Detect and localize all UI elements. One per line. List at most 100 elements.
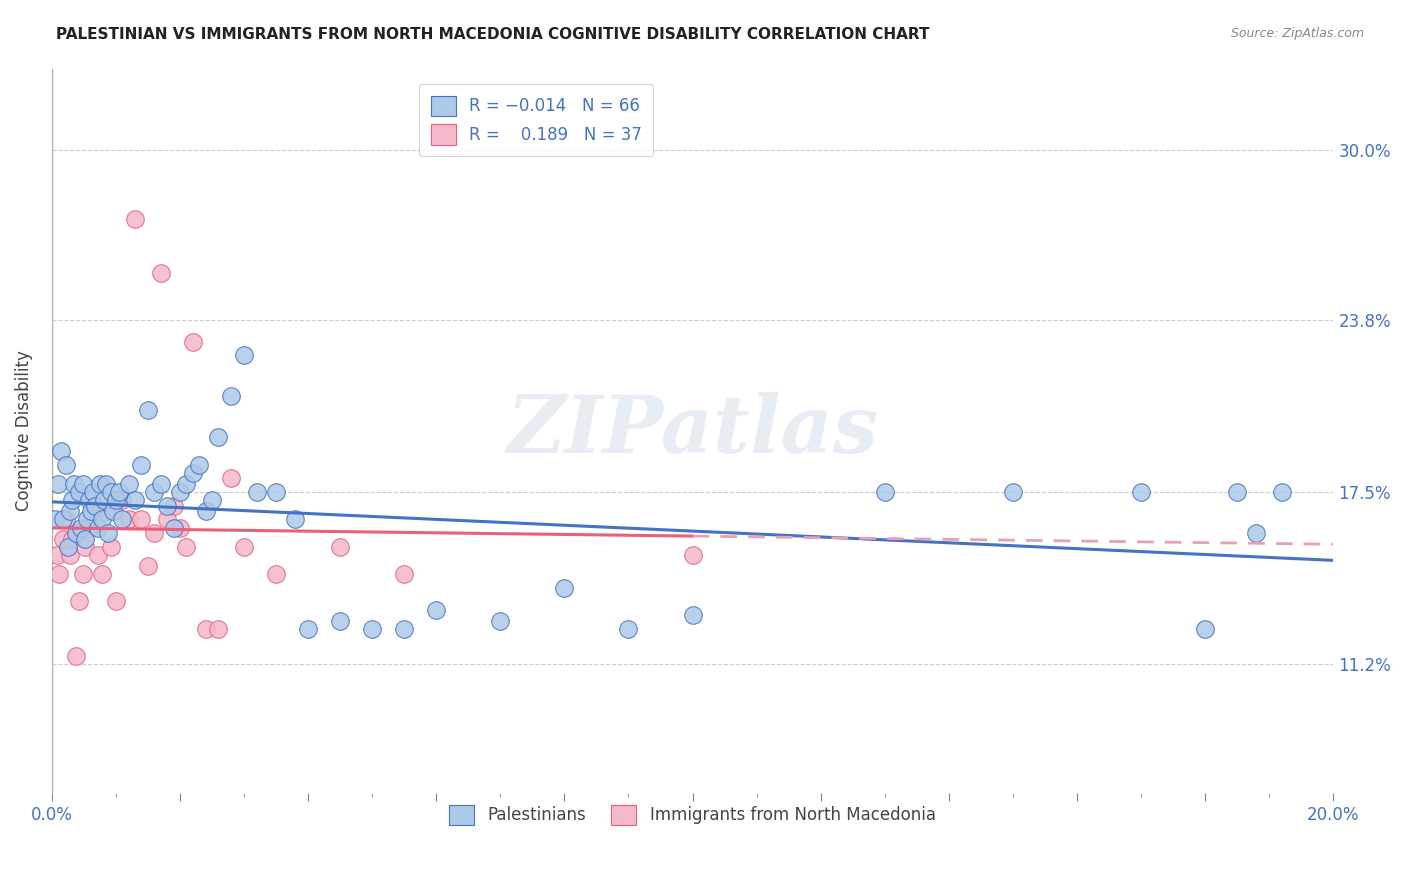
Point — [100, 540, 122, 554]
Point — [101, 504, 124, 518]
Point — [207, 622, 229, 636]
Point — [194, 504, 217, 518]
Point — [1246, 526, 1268, 541]
Point — [55, 512, 77, 526]
Point — [89, 476, 111, 491]
Point — [1130, 485, 1153, 500]
Point — [284, 512, 307, 526]
Point — [97, 526, 120, 541]
Point — [100, 485, 122, 500]
Point — [156, 499, 179, 513]
Point — [77, 493, 100, 508]
Text: ZIPatlas: ZIPatlas — [506, 392, 879, 469]
Point — [233, 348, 256, 362]
Point — [219, 389, 242, 403]
Point — [52, 512, 75, 526]
Point — [60, 532, 83, 546]
Point — [124, 211, 146, 226]
Point — [46, 476, 69, 491]
Point — [63, 476, 86, 491]
Point — [44, 512, 66, 526]
Point — [194, 622, 217, 636]
Point — [75, 532, 97, 546]
Point — [117, 476, 139, 491]
Point — [297, 622, 319, 636]
Point — [96, 504, 118, 518]
Point — [149, 476, 172, 491]
Point — [52, 532, 75, 546]
Point — [51, 444, 73, 458]
Point — [329, 540, 352, 554]
Point — [136, 558, 159, 573]
Point — [48, 567, 70, 582]
Point — [1194, 622, 1216, 636]
Point — [96, 476, 118, 491]
Point — [682, 608, 704, 623]
Point — [84, 499, 107, 513]
Point — [45, 548, 67, 562]
Point — [201, 493, 224, 508]
Point — [131, 458, 153, 472]
Point — [77, 520, 100, 534]
Point — [69, 520, 91, 534]
Point — [117, 512, 139, 526]
Point — [1001, 485, 1024, 500]
Point — [72, 476, 94, 491]
Point — [56, 540, 79, 554]
Point — [176, 476, 198, 491]
Point — [617, 622, 640, 636]
Point — [55, 458, 77, 472]
Point — [176, 540, 198, 554]
Point — [87, 548, 110, 562]
Point — [131, 512, 153, 526]
Point — [489, 614, 512, 628]
Point — [59, 504, 82, 518]
Point — [169, 485, 191, 500]
Legend: Palestinians, Immigrants from North Macedonia: Palestinians, Immigrants from North Mace… — [439, 795, 946, 835]
Point — [873, 485, 896, 500]
Point — [181, 466, 204, 480]
Point — [169, 520, 191, 534]
Point — [75, 540, 97, 554]
Point — [124, 493, 146, 508]
Point — [65, 648, 87, 663]
Point — [108, 485, 131, 500]
Point — [425, 602, 447, 616]
Point — [93, 493, 115, 508]
Point — [329, 614, 352, 628]
Point — [156, 512, 179, 526]
Point — [136, 403, 159, 417]
Point — [149, 267, 172, 281]
Point — [181, 334, 204, 349]
Point — [188, 458, 211, 472]
Point — [264, 485, 287, 500]
Point — [111, 493, 134, 508]
Text: PALESTINIAN VS IMMIGRANTS FROM NORTH MACEDONIA COGNITIVE DISABILITY CORRELATION : PALESTINIAN VS IMMIGRANTS FROM NORTH MAC… — [56, 27, 929, 42]
Point — [246, 485, 269, 500]
Point — [392, 567, 415, 582]
Point — [104, 493, 127, 508]
Point — [143, 526, 166, 541]
Point — [72, 567, 94, 582]
Point — [82, 499, 104, 513]
Point — [219, 471, 242, 485]
Point — [1226, 485, 1249, 500]
Point — [87, 520, 110, 534]
Point — [162, 520, 184, 534]
Point — [553, 581, 575, 595]
Point — [90, 512, 112, 526]
Y-axis label: Cognitive Disability: Cognitive Disability — [15, 351, 32, 511]
Point — [76, 512, 98, 526]
Point — [67, 594, 90, 608]
Text: Source: ZipAtlas.com: Source: ZipAtlas.com — [1230, 27, 1364, 40]
Point — [82, 485, 104, 500]
Point — [1271, 485, 1294, 500]
Point — [59, 548, 82, 562]
Point — [361, 622, 384, 636]
Point — [60, 493, 83, 508]
Point — [65, 526, 87, 541]
Point — [264, 567, 287, 582]
Point — [207, 430, 229, 444]
Point — [111, 512, 134, 526]
Point — [682, 548, 704, 562]
